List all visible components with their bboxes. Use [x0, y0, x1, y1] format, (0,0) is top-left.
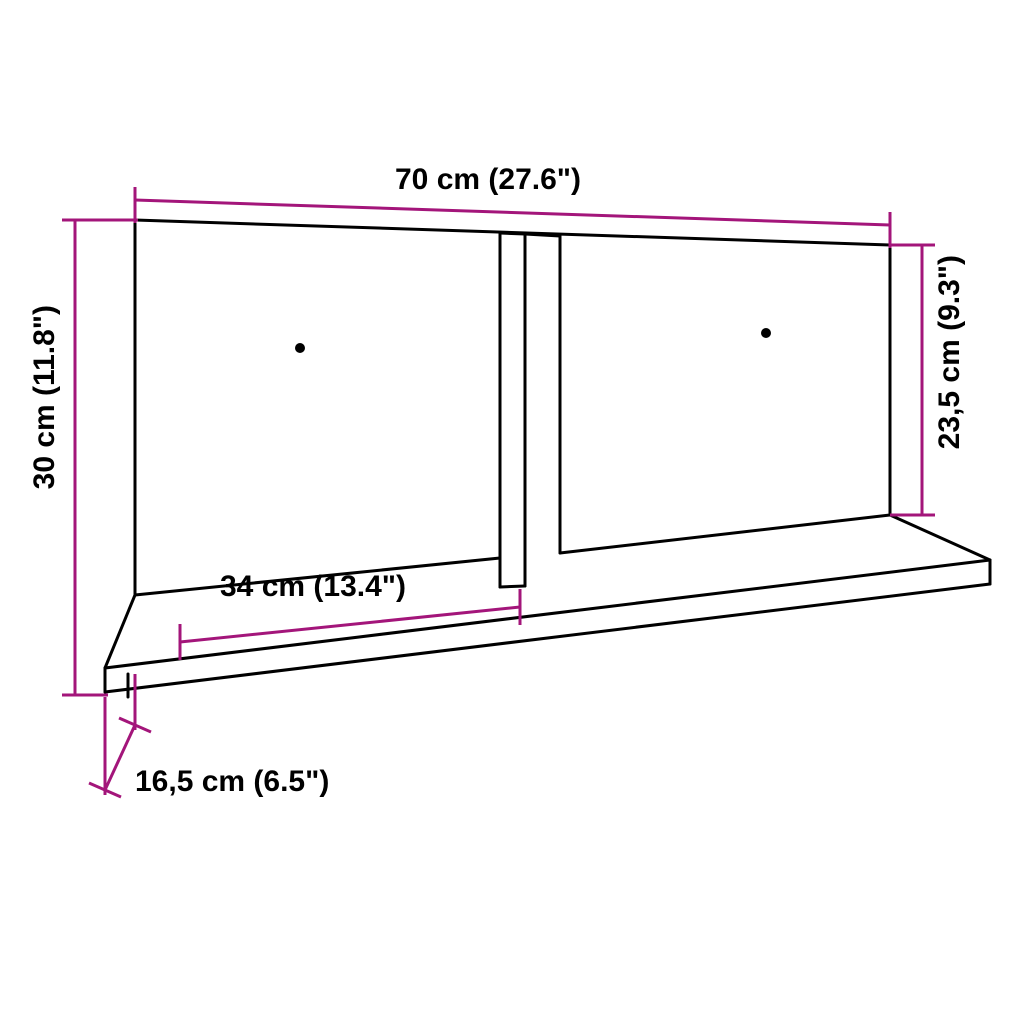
dim-depth-label: 16,5 cm (6.5"): [135, 765, 329, 798]
dim-width-line: [135, 200, 890, 225]
dim-width-label: 70 cm (27.6"): [395, 163, 581, 196]
dim-compartment-label: 34 cm (13.4"): [220, 570, 406, 603]
dim-depth-line: [105, 725, 135, 790]
dimension-lines: [0, 0, 1024, 1024]
dim-compartment-line: [180, 607, 520, 642]
dim-backheight-label: 23,5 cm (9.3"): [933, 255, 966, 449]
dim-fullheight-label: 30 cm (11.8"): [28, 305, 61, 489]
diagram-stage: 70 cm (27.6") 23,5 cm (9.3") 30 cm (11.8…: [0, 0, 1024, 1024]
